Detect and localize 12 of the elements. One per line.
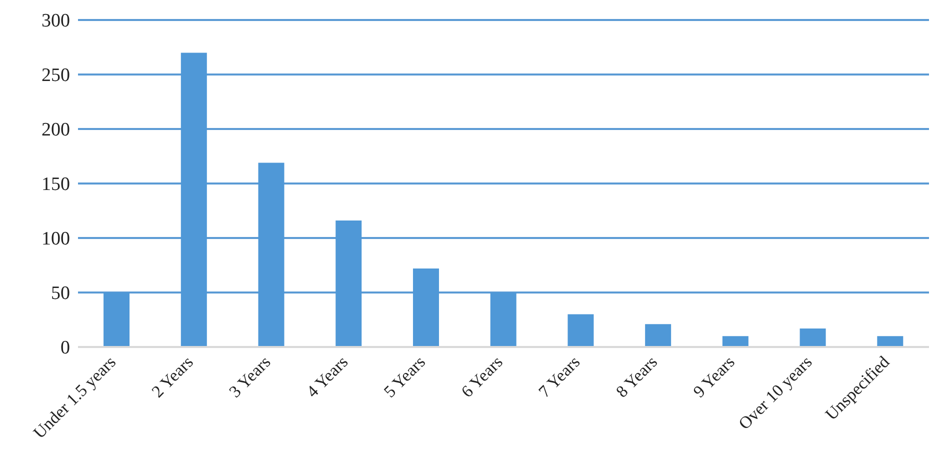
y-tick-label: 50 <box>51 283 70 304</box>
y-tick-label: 150 <box>42 174 70 196</box>
y-tick-label: 300 <box>42 10 70 32</box>
y-tick-label: 200 <box>42 120 70 141</box>
bar <box>800 328 826 347</box>
bar <box>645 324 672 347</box>
bar <box>722 336 748 347</box>
y-tick-label: 100 <box>42 228 70 250</box>
bar <box>877 336 904 347</box>
y-tick-label: 0 <box>60 338 70 359</box>
y-tick-label: 250 <box>42 65 70 86</box>
bar <box>568 314 594 347</box>
